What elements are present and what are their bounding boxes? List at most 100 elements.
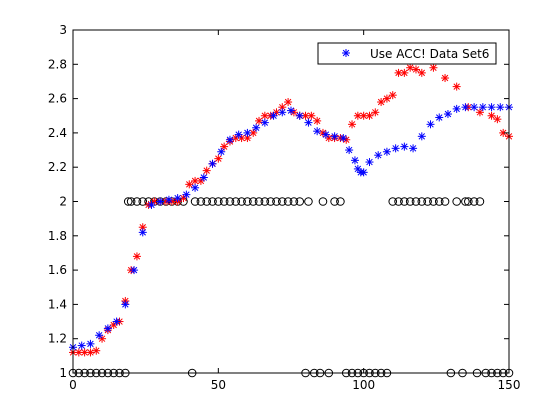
data-point-blue-asterisk — [496, 103, 505, 112]
data-point-circle — [202, 197, 212, 206]
data-point-blue-asterisk — [345, 146, 354, 155]
data-point-red-asterisk — [493, 115, 502, 124]
data-point-red-asterisk — [284, 98, 293, 107]
data-point-red-asterisk — [411, 65, 420, 74]
y-tick-label: 1 — [59, 366, 67, 380]
data-point-blue-asterisk — [359, 168, 368, 177]
data-point-circle — [283, 197, 293, 206]
data-point-circle — [260, 197, 270, 206]
data-point-red-asterisk — [400, 68, 409, 77]
data-point-circle — [225, 197, 235, 206]
data-point-blue-asterisk — [426, 120, 435, 129]
data-point-circle — [266, 197, 275, 206]
data-point-circle — [208, 197, 217, 206]
data-point-circle — [231, 197, 241, 206]
data-point-blue-asterisk — [260, 118, 269, 127]
data-point-circle — [219, 197, 229, 206]
data-point-red-asterisk — [382, 94, 391, 103]
x-tick-label: 100 — [352, 378, 375, 392]
data-point-blue-asterisk — [217, 147, 226, 156]
data-point-circle — [196, 197, 206, 206]
data-point-circle — [248, 197, 258, 206]
data-point-red-asterisk — [214, 154, 223, 163]
data-point-circle — [272, 197, 281, 206]
data-point-blue-asterisk — [121, 300, 130, 309]
series-0 — [69, 103, 513, 352]
data-point-circle — [429, 197, 438, 206]
data-point-circle — [405, 197, 415, 206]
data-point-blue-asterisk — [417, 132, 426, 141]
legend: Use ACC! Data Set6 — [317, 42, 497, 65]
data-point-blue-asterisk — [470, 103, 479, 112]
data-point-circle — [123, 197, 133, 206]
data-point-circle — [461, 197, 470, 206]
series-2 — [68, 197, 514, 378]
data-point-blue-asterisk — [304, 118, 313, 127]
data-point-blue-asterisk — [191, 183, 200, 192]
data-point-blue-asterisk — [365, 158, 374, 167]
data-point-blue-asterisk — [130, 266, 139, 275]
data-point-red-asterisk — [220, 142, 229, 151]
data-point-blue-asterisk — [156, 197, 165, 206]
data-point-circle — [295, 197, 305, 206]
plot-axes-frame — [72, 29, 510, 374]
data-point-blue-asterisk — [77, 341, 86, 350]
y-tick-label: 1.4 — [48, 297, 67, 311]
data-point-blue-asterisk — [103, 324, 112, 333]
data-point-circle — [330, 197, 339, 206]
y-tick-label: 2.2 — [48, 160, 67, 174]
data-point-blue-asterisk — [164, 195, 173, 204]
data-point-blue-asterisk — [400, 142, 409, 151]
data-point-blue-asterisk — [147, 200, 156, 209]
data-point-blue-asterisk — [278, 108, 287, 117]
y-tick-label: 2 — [59, 195, 67, 209]
data-point-red-asterisk — [313, 116, 322, 125]
data-point-red-asterisk — [301, 111, 310, 120]
data-point-circle — [304, 197, 313, 206]
data-point-circle — [254, 197, 264, 206]
data-point-red-asterisk — [132, 252, 141, 261]
data-point-blue-asterisk — [452, 104, 461, 113]
data-point-circle — [318, 197, 328, 206]
data-point-blue-asterisk — [435, 113, 444, 122]
data-point-circle — [400, 197, 409, 206]
data-point-red-asterisk — [388, 91, 397, 100]
data-point-blue-asterisk — [313, 127, 322, 136]
legend-box — [317, 42, 497, 65]
data-point-circle — [388, 197, 398, 206]
legend-asterisk-icon — [342, 49, 350, 57]
data-point-blue-asterisk — [487, 103, 496, 112]
data-point-red-asterisk — [487, 111, 496, 120]
data-point-red-asterisk — [86, 348, 95, 357]
data-point-red-asterisk — [371, 108, 380, 117]
y-tick-label: 2.4 — [48, 126, 67, 140]
y-tick-label: 2.8 — [48, 57, 67, 71]
data-point-circle — [214, 197, 223, 206]
data-point-red-asterisk — [377, 98, 386, 107]
data-point-blue-asterisk — [374, 151, 383, 160]
data-point-blue-asterisk — [86, 339, 95, 348]
data-point-blue-asterisk — [182, 190, 191, 199]
data-point-blue-asterisk — [295, 111, 304, 120]
data-point-circle — [336, 197, 345, 206]
y-tick-label: 1.2 — [48, 332, 67, 346]
x-tick-label: 50 — [211, 378, 226, 392]
data-point-blue-asterisk — [391, 144, 400, 153]
x-tick-label: 150 — [498, 378, 521, 392]
data-point-circle — [423, 197, 432, 206]
data-point-circle — [417, 197, 427, 206]
data-point-blue-asterisk — [234, 130, 243, 139]
data-point-red-asterisk — [429, 63, 438, 72]
data-point-blue-asterisk — [112, 317, 121, 326]
data-point-blue-asterisk — [269, 111, 278, 120]
legend-marker-asterisk-icon — [342, 49, 350, 57]
data-point-circle — [452, 197, 461, 206]
data-point-circle — [138, 197, 148, 206]
data-point-blue-asterisk — [173, 194, 182, 203]
data-point-circle — [464, 197, 473, 206]
data-point-blue-asterisk — [225, 135, 234, 144]
data-point-blue-asterisk — [252, 123, 261, 132]
data-point-circle — [475, 197, 485, 206]
data-point-circle — [394, 197, 403, 206]
data-point-blue-asterisk — [287, 106, 295, 115]
